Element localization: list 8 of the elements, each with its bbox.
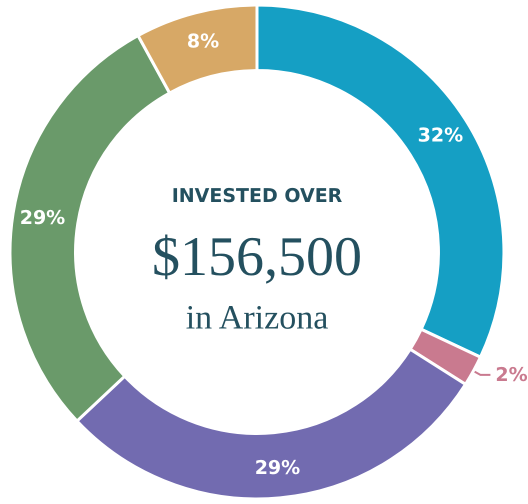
data-label: 8% <box>186 30 220 53</box>
text: INVESTED OVER <box>172 185 343 207</box>
text: in Arizona <box>186 300 328 336</box>
data-label: 29% <box>20 207 66 230</box>
data-label: 2% <box>495 364 528 386</box>
data-label: 32% <box>418 124 464 147</box>
text: $156,500 <box>152 226 362 288</box>
data-label: 29% <box>254 457 300 480</box>
